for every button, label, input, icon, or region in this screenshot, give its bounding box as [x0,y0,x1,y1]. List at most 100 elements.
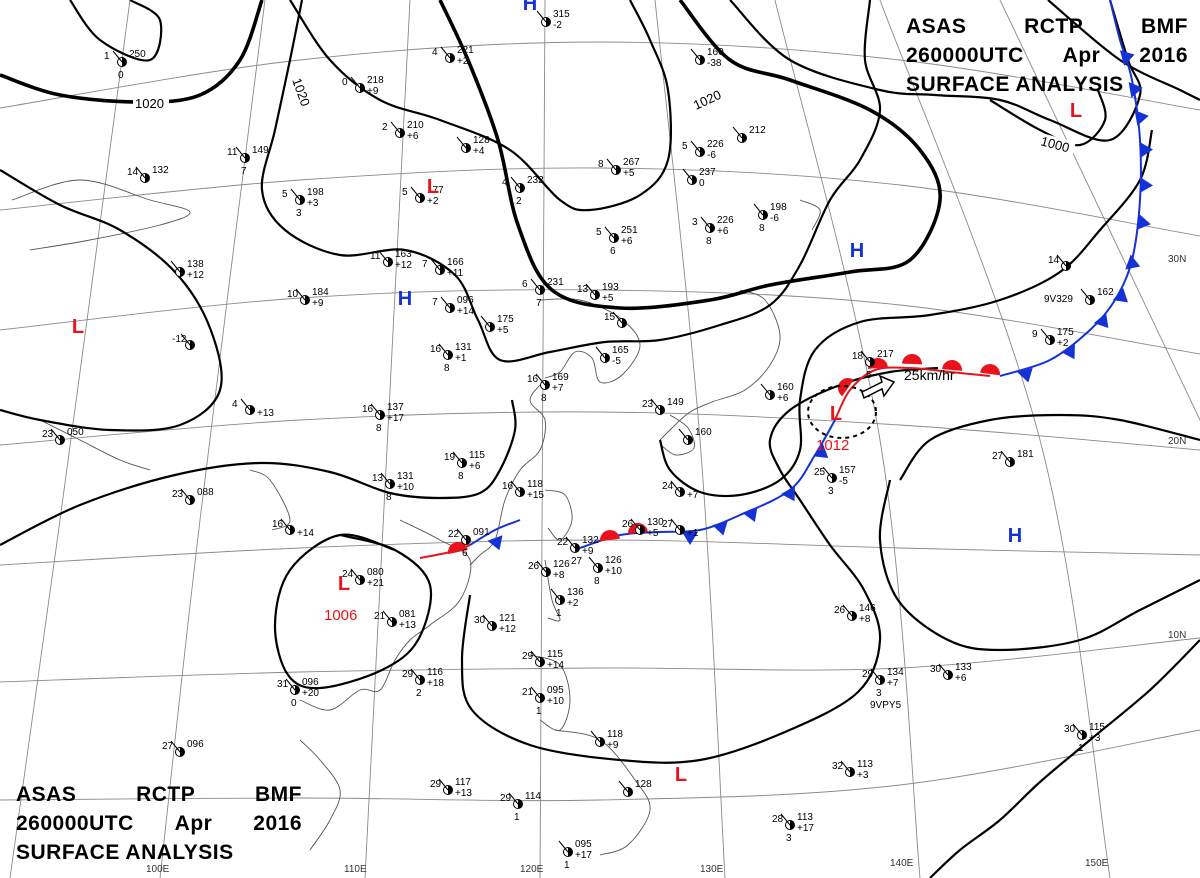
cold-front-barb [1112,287,1128,303]
wind-barb [280,518,291,531]
station-pressure: 160 [777,382,794,393]
station-tendency: +3 [857,770,869,781]
station-plot: 30 121+12 [474,613,516,635]
station-pressure: 128 [635,779,652,790]
station-temperature: 0 [342,77,348,88]
longitude-label: 150E [1085,858,1109,869]
cold-front-barb-group [1128,82,1143,98]
station-pressure: 096 [302,677,319,688]
wind-barb [350,76,361,89]
wind-barb [860,350,871,363]
station-plot: 160+6 [760,382,794,404]
station-temperature: 31 [277,679,289,690]
latitude-line [0,411,1200,451]
wind-barb [170,740,181,753]
cloud-cover-fill [692,175,697,185]
wind-barb [732,126,743,139]
station-pressure: 267 [623,157,640,168]
station-pressure: 096 [457,295,474,306]
wind-barb [1040,328,1051,341]
isobar [460,366,939,764]
coastline [529,654,571,732]
wind-barb [585,283,596,296]
wind-barb [1080,288,1091,301]
station-plot: 138+12 [170,259,204,281]
title-month: Apr [174,812,213,835]
wind-barb [508,792,519,805]
station-plot: 128 [618,779,652,797]
wind-barb [180,333,191,346]
longitude-line [364,0,411,878]
station-temperature: 23 [42,429,54,440]
station-plot: 24 +7 [662,480,699,501]
wind-barb [753,203,764,216]
isobar-label-bg [288,74,315,113]
cloud-cover-fill [520,183,525,193]
wind-barb [1072,723,1083,736]
isobar-label-bg [689,84,729,114]
station-temperature: 25 [814,467,826,478]
cloud-cover-fill [540,693,545,703]
warm-front-lobe-group [902,354,922,365]
wind-barb [690,140,701,153]
wind-barb [595,346,606,359]
station-temperature: 18 [852,351,864,362]
station-dewpoint: 27 [571,556,583,567]
station-pressure: 132 [152,165,169,176]
station-temperature: 26 [528,561,540,572]
wind-barb [612,311,623,324]
wind-barb [678,428,689,441]
wind-barb [536,10,547,23]
station-temperature: 23 [172,489,184,500]
station-plot: 4 221+2 [432,45,474,67]
station-plot: 21 081+13 [374,609,416,631]
station-temperature: 15 [604,312,616,323]
station-plot: 29 116+18 2 [402,667,444,699]
cloud-cover-fill [520,487,525,497]
station-pressure: 137 [387,402,404,413]
isobar [729,0,1142,142]
station-tendency: +6 [407,131,419,142]
wind-barb [382,610,393,623]
station-pressure: 113 [857,759,873,770]
cloud-cover-fill [742,133,747,143]
station-id: 9V329 [1044,294,1073,305]
cloud-cover-fill [616,165,621,175]
isobar-label: 1020 [691,87,724,113]
high-pressure-marker: H [850,240,864,262]
title-product-row: ASAS RCTP BMF [906,12,1188,41]
cold-front-barb [742,507,758,523]
isobar [0,399,517,546]
station-tendency: +10 [397,482,414,493]
coastline [299,739,341,851]
wind-barb [530,686,541,699]
cold-front-barb-group [1136,214,1151,230]
station-plot: 136+2 1 [550,587,584,619]
low-pressure-marker: L [1070,100,1082,122]
title-subtitle-row: SURFACE ANALYSIS [16,838,302,867]
cloud-cover-fill [628,787,633,797]
wind-barb [290,188,301,201]
cold-front-barb-group [1093,312,1109,328]
wind-barb [618,780,629,793]
station-dewpoint: 8 [376,423,382,434]
station-pressure: 095 [547,685,564,696]
wind-barb [510,480,521,493]
cloud-cover-fill [466,143,471,153]
station-temperature: 29 [430,779,442,790]
station-temperature: 29 [500,793,512,804]
cloud-cover-fill [190,340,195,350]
longitude-line [774,0,921,878]
isobar [878,479,1200,652]
station-plot: 19 115+6 8 [444,450,485,482]
station-tendency: +7 [687,490,699,501]
movement-arrow [861,374,896,400]
station-dewpoint: 8 [386,492,392,503]
station-pressure: 149 [667,397,684,408]
wind-barb [370,403,381,416]
station-temperature: 16 [272,519,284,530]
station-temperature: 19 [444,452,456,463]
station-pressure: 175 [1057,327,1074,338]
coastlines [11,179,821,856]
cloud-cover-fill [360,575,365,585]
